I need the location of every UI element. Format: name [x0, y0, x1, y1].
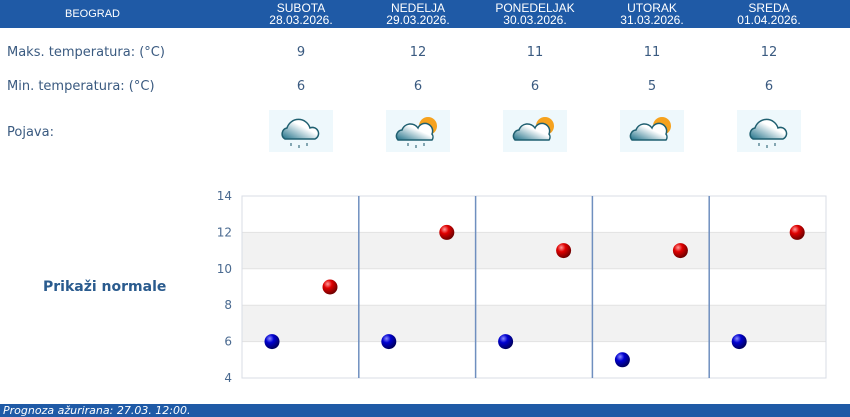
plot-border: [241, 195, 827, 379]
day-header: UTORAK 31.03.2026.: [597, 2, 707, 26]
grid-band: [242, 232, 826, 269]
day-date: 29.03.2026.: [386, 13, 450, 27]
rain-cloud-icon: [269, 110, 333, 152]
partly-cloudy-icon: [620, 110, 684, 152]
min-temp-point: [264, 334, 280, 350]
y-tick-label: 8: [224, 298, 232, 312]
day-date: 30.03.2026.: [503, 13, 567, 27]
max-temp-point: [322, 279, 338, 295]
day-header: SREDA 01.04.2026.: [714, 2, 824, 26]
max-temp-value: 12: [760, 45, 778, 60]
y-tick-label: 14: [217, 189, 232, 203]
forecast-header: BEOGRAD SUBOTA 28.03.2026. NEDELJA 29.03.20…: [0, 0, 850, 28]
min-temp-point: [731, 334, 747, 350]
day-name: UTORAK: [627, 1, 677, 15]
y-tick-label: 10: [217, 262, 232, 276]
min-temp-point: [381, 334, 397, 350]
day-header: NEDELJA 29.03.2026.: [363, 2, 473, 26]
min-temp-label: Min. temperatura: (°C): [7, 79, 155, 94]
max-temp-point: [789, 224, 805, 240]
max-temp-value: 11: [643, 45, 661, 60]
max-temp-point: [556, 243, 572, 259]
forecast-updated: Prognoza ažurirana: 27.03. 12:00.: [0, 404, 850, 417]
max-temp-value: 9: [296, 45, 306, 60]
day-name: SUBOTA: [276, 1, 326, 15]
temperature-chart: 4 6 8 10 12 14: [217, 189, 827, 385]
min-temp-value: 6: [530, 79, 540, 94]
min-temp-point: [498, 334, 514, 350]
max-temp-point: [672, 243, 688, 259]
day-name: PONEDELJAK: [495, 1, 575, 15]
rain-cloud-icon: [737, 110, 801, 152]
city-name: BEOGRAD: [64, 8, 120, 20]
min-temp-value: 6: [413, 79, 423, 94]
max-temp-value: 11: [526, 45, 544, 60]
min-temp-value: 6: [296, 79, 306, 94]
partly-cloudy-rain-icon: [386, 110, 450, 152]
min-temp-value: 6: [764, 79, 774, 94]
y-tick-label: 12: [217, 225, 232, 239]
min-temp-value: 5: [647, 79, 657, 94]
day-header: PONEDELJAK 30.03.2026.: [480, 2, 590, 26]
day-name: NEDELJA: [390, 1, 446, 15]
day-date: 31.03.2026.: [620, 13, 684, 27]
max-temp-label: Maks. temperatura: (°C): [7, 45, 165, 60]
y-tick-label: 6: [224, 335, 232, 349]
day-date: 01.04.2026.: [737, 13, 801, 27]
min-temp-point: [614, 352, 630, 368]
day-header: SUBOTA 28.03.2026.: [246, 2, 356, 26]
grid-band: [242, 305, 826, 342]
show-normals-link[interactable]: Prikaži normale: [43, 279, 167, 295]
day-name: SREDA: [748, 1, 790, 15]
max-temp-value: 12: [409, 45, 427, 60]
weather-label: Pojava:: [7, 125, 54, 140]
max-temp-point: [439, 224, 455, 240]
partly-cloudy-icon: [503, 110, 567, 152]
day-date: 28.03.2026.: [269, 13, 333, 27]
y-tick-label: 4: [224, 371, 232, 385]
